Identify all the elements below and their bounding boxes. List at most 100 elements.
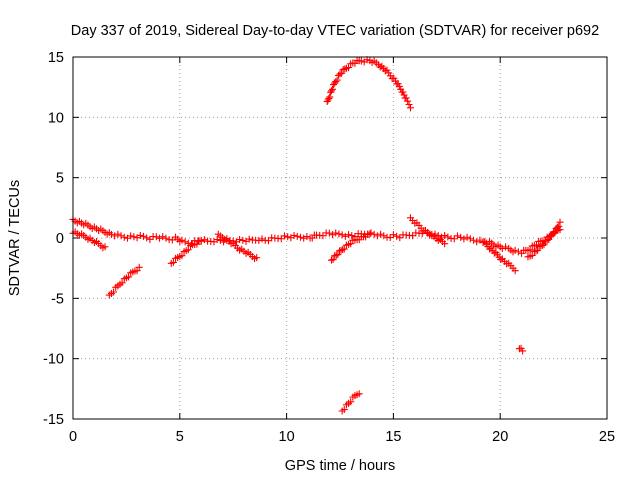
data-point [470,236,477,244]
series-8 [327,230,374,264]
data-point [466,235,474,243]
data-point [511,267,519,275]
data-point [336,70,344,78]
data-point [125,273,133,281]
series-11 [524,218,564,261]
data-point [332,229,340,237]
data-point [347,398,355,406]
data-point [402,94,410,102]
data-point [101,243,109,251]
data-point [389,231,397,239]
data-point [551,229,559,237]
data-point [135,263,143,271]
data-point [117,232,125,240]
data-point [341,232,349,240]
data-point [130,233,138,241]
x-tick-label: 15 [385,429,401,445]
data-point [181,238,189,246]
data-point [111,232,119,240]
series-6 [167,236,205,267]
y-tick-label: 0 [56,231,64,247]
data-point [332,78,340,86]
series-0 [323,56,414,112]
x-tick-label: 25 [599,429,615,445]
data-point [532,247,540,255]
data-point [340,245,348,253]
data-point [325,229,333,237]
chart-title: Day 337 of 2019, Sidereal Day-to-day VTE… [71,23,599,39]
data-point [300,234,308,242]
data-point [457,233,465,241]
data-point [526,246,534,254]
y-tick-label: -15 [43,412,64,428]
data-point [441,231,449,239]
data-point [239,236,247,244]
data-point [441,240,449,248]
data-point [355,390,363,398]
data-point [550,230,558,238]
data-point [345,64,353,72]
data-point [329,85,337,93]
data-point [156,234,164,242]
y-tick-label: 10 [48,110,64,126]
data-point [502,243,510,251]
data-point [538,241,546,249]
data-point [367,229,375,237]
y-tick-label: -5 [51,291,64,307]
data-point [497,256,505,264]
data-point [377,230,385,238]
tick-layer: 0 5 10 15 20 25 -15 -10 -5 0 5 10 15 [43,50,615,445]
data-point [143,234,151,242]
series-10 [479,238,519,275]
data-point [373,232,381,240]
data-point [326,93,334,101]
data-point [284,233,292,241]
data-point [280,232,288,240]
data-point [290,231,298,239]
data-point [348,232,356,240]
data-point [473,238,481,246]
y-tick-label: 5 [56,171,64,187]
data-point [498,245,506,253]
data-point [296,233,304,241]
data-point [332,251,340,259]
x-tick-label: 5 [176,429,184,445]
y-tick-label: 15 [48,50,64,66]
data-point [530,248,538,256]
series-7 [214,230,261,263]
data-point [486,245,494,253]
series-2 [105,263,143,299]
series-3 [515,344,527,355]
data-point [444,233,452,241]
data-point [519,347,527,355]
x-axis-label: GPS time / hours [285,458,395,474]
data-point [331,252,339,260]
data-point [293,232,301,240]
data-point [479,239,487,247]
data-point [152,233,160,241]
data-point [393,232,401,240]
data-point [337,246,345,254]
data-point [253,254,261,262]
data-point [339,246,347,254]
data-point [323,98,331,106]
data-point [329,231,337,239]
data-point [345,231,353,239]
data-point [341,65,349,73]
data-point [534,246,542,254]
x-tick-label: 0 [69,429,77,445]
data-point [236,236,244,244]
data-point [338,231,346,239]
data-point [169,258,177,266]
data-point [334,251,342,259]
data-point [490,249,498,257]
data-point [405,101,413,109]
data-point [545,236,553,244]
data-point [553,223,561,231]
data-point [245,235,253,243]
data-point [127,232,135,240]
data-point [511,246,519,254]
data-point [120,233,128,241]
data-point [555,222,563,230]
